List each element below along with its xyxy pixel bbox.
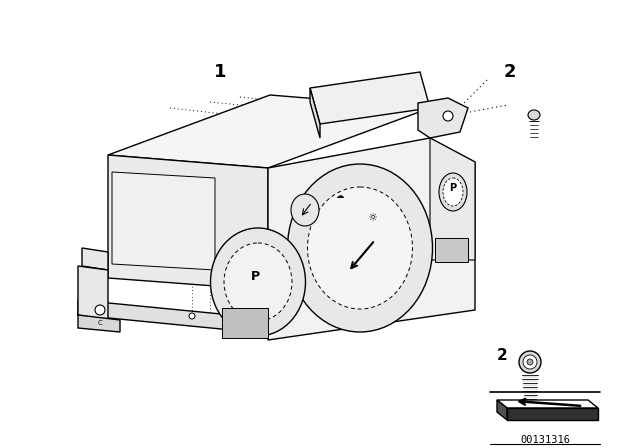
Polygon shape (507, 408, 598, 420)
Polygon shape (310, 72, 430, 124)
Text: P: P (250, 270, 260, 283)
Polygon shape (435, 238, 468, 262)
Ellipse shape (287, 164, 433, 332)
Ellipse shape (439, 173, 467, 211)
Polygon shape (108, 155, 268, 290)
Ellipse shape (211, 228, 305, 336)
Ellipse shape (527, 359, 533, 365)
Polygon shape (78, 266, 108, 320)
Ellipse shape (443, 178, 463, 206)
Ellipse shape (523, 355, 537, 369)
Polygon shape (78, 300, 262, 333)
Ellipse shape (519, 351, 541, 373)
Polygon shape (497, 400, 507, 420)
Text: 00131316: 00131316 (520, 435, 570, 445)
Polygon shape (418, 98, 468, 138)
Polygon shape (78, 315, 120, 332)
Polygon shape (310, 88, 320, 138)
Text: ☁: ☁ (336, 191, 344, 201)
Text: 2: 2 (504, 63, 516, 81)
Polygon shape (112, 172, 215, 270)
Polygon shape (268, 138, 475, 340)
Circle shape (95, 305, 105, 315)
Circle shape (443, 111, 453, 121)
Ellipse shape (307, 187, 413, 309)
Text: P: P (449, 183, 456, 193)
Ellipse shape (224, 243, 292, 321)
Polygon shape (222, 308, 268, 338)
Circle shape (189, 313, 195, 319)
Text: 2: 2 (497, 348, 508, 362)
Text: C: C (98, 320, 102, 326)
Ellipse shape (528, 110, 540, 120)
Ellipse shape (291, 194, 319, 226)
Polygon shape (430, 138, 475, 260)
Polygon shape (108, 95, 430, 168)
Polygon shape (497, 400, 598, 408)
Text: ☼: ☼ (367, 213, 377, 223)
Polygon shape (82, 248, 108, 270)
Text: 1: 1 (214, 63, 227, 81)
